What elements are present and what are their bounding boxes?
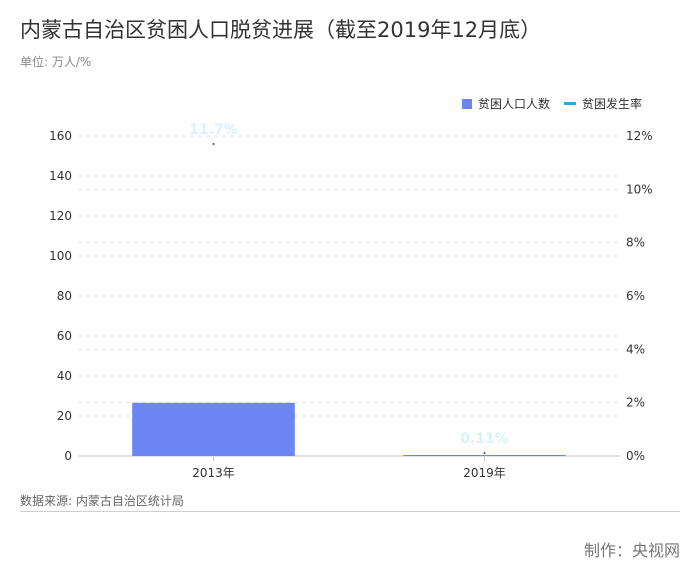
- y-left-tick-label: 140: [49, 169, 72, 183]
- y-left-tick-label: 0: [64, 449, 72, 463]
- y-left-tick-label: 60: [57, 329, 72, 343]
- source-note: 数据来源: 内蒙古自治区统计局: [20, 494, 184, 508]
- chart-plot: 0 20 40 60 80 100 120 140 160 0% 2% 4% 6% 8% 10% 12% 201…: [49, 122, 653, 480]
- legend-label-population: 贫困人口人数: [477, 97, 550, 111]
- legend-item-rate[interactable]: 贫困发生率: [563, 95, 642, 112]
- y-right-tick-label: 4%: [626, 342, 645, 356]
- bar: [403, 455, 566, 456]
- x-tick-label: 2013年: [192, 466, 235, 480]
- y-right-tick-label: 0%: [626, 449, 645, 463]
- unit-label: 单位: 万人/%: [20, 55, 92, 69]
- legend: 贫困人口人数 贫困发生率: [448, 95, 642, 112]
- y-right-tick-label: 2%: [626, 396, 645, 410]
- legend-label-rate: 贫困发生率: [581, 97, 642, 111]
- y-left-tick-label: 100: [49, 249, 72, 263]
- rate-label: 0.11%: [460, 431, 509, 447]
- x-tick-label: 2019年: [463, 466, 506, 480]
- y-left-tick-label: 120: [49, 209, 72, 223]
- y-right-tick-label: 10%: [626, 182, 653, 196]
- rate-label: 11.7%: [189, 122, 238, 138]
- y-right-tick-label: 8%: [626, 236, 645, 250]
- chart-title: 内蒙古自治区贫困人口脱贫进展（截至2019年12月底）: [20, 18, 542, 42]
- rate-point: [483, 452, 486, 455]
- y-right-tick-label: 12%: [626, 129, 653, 143]
- bar: [132, 402, 295, 456]
- y-left-tick-label: 160: [49, 129, 72, 143]
- legend-bar-swatch: [461, 98, 472, 109]
- y-left-tick-label: 40: [57, 369, 72, 383]
- y-right-tick-label: 6%: [626, 289, 645, 303]
- divider: [20, 511, 680, 512]
- y-left-tick-label: 20: [57, 409, 72, 423]
- legend-item-population[interactable]: 贫困人口人数: [461, 95, 550, 112]
- y-left-tick-label: 80: [57, 289, 72, 303]
- credit: 制作：央视网: [583, 541, 680, 560]
- rate-point: [212, 143, 215, 145]
- legend-line-swatch: [563, 102, 576, 105]
